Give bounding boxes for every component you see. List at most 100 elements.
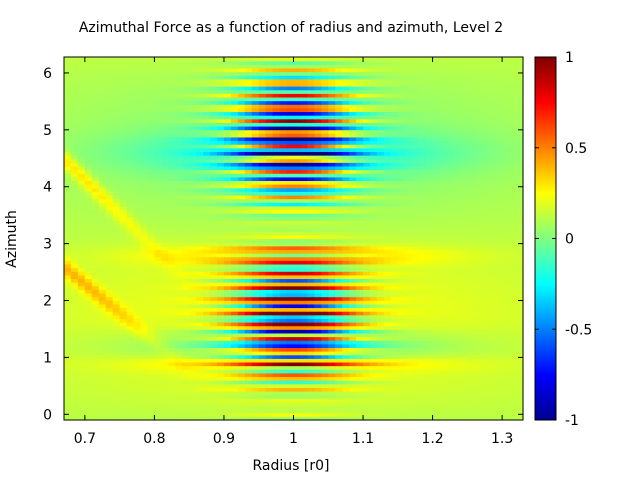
heatmap-cell (182, 216, 190, 221)
heatmap-cell (321, 245, 329, 250)
heatmap-cell (293, 311, 302, 316)
heatmap-cell (203, 231, 211, 236)
heatmap-cell (182, 394, 190, 399)
heatmap-cell (425, 329, 434, 334)
heatmap-cell (404, 278, 413, 283)
heatmap-cell (300, 144, 308, 149)
heatmap-cell (349, 267, 357, 272)
heatmap-cell (404, 260, 413, 265)
heatmap-cell (376, 314, 385, 319)
heatmap-cell (112, 321, 121, 327)
heatmap-cell (91, 205, 100, 211)
heatmap-cell (64, 263, 72, 269)
heatmap-cell (175, 147, 183, 152)
heatmap-cell (154, 343, 162, 348)
heatmap-cell (474, 194, 482, 200)
heatmap-cell (147, 365, 155, 370)
heatmap-cell (182, 191, 190, 196)
heatmap-cell (404, 285, 413, 290)
heatmap-cell (119, 376, 128, 381)
heatmap-cell (98, 234, 107, 240)
heatmap-cell (70, 209, 79, 214)
heatmap-cell (307, 263, 315, 269)
heatmap-cell (279, 314, 288, 319)
heatmap-cell (105, 314, 114, 319)
heatmap-cell (175, 223, 183, 229)
heatmap-cell (404, 187, 413, 192)
heatmap-cell (425, 300, 434, 305)
heatmap-cell (383, 158, 392, 163)
heatmap-cell (217, 311, 225, 316)
heatmap-cell (356, 390, 364, 396)
heatmap-cell (237, 147, 246, 152)
heatmap-cell (363, 151, 371, 156)
heatmap-cell (370, 289, 378, 294)
heatmap-cell (203, 223, 211, 229)
heatmap-cell (495, 398, 503, 403)
heatmap-cell (300, 336, 308, 341)
heatmap-cell (432, 329, 441, 334)
heatmap-cell (307, 347, 315, 352)
heatmap-cell (390, 358, 399, 363)
heatmap-cell (133, 303, 142, 309)
heatmap-cell (196, 347, 204, 352)
heatmap-cell (77, 394, 86, 399)
heatmap-cell (119, 263, 128, 269)
heatmap-cell (356, 263, 364, 269)
heatmap-cell (356, 416, 364, 421)
heatmap-cell (70, 205, 79, 211)
heatmap-cell (70, 387, 79, 392)
heatmap-cell (516, 343, 524, 348)
heatmap-cell (314, 260, 322, 265)
heatmap-cell (251, 289, 260, 294)
heatmap-cell (258, 321, 267, 327)
heatmap-cell (328, 245, 336, 250)
heatmap-cell (279, 216, 288, 221)
heatmap-cell (140, 365, 149, 370)
heatmap-cell (314, 394, 322, 399)
heatmap-cell (237, 347, 246, 352)
heatmap-cell (460, 332, 468, 338)
heatmap-cell (516, 216, 524, 221)
heatmap-cell (133, 325, 142, 330)
heatmap-cell (370, 147, 378, 152)
heatmap-cell (376, 278, 385, 283)
heatmap-cell (154, 412, 162, 417)
heatmap-cell (265, 234, 274, 240)
heatmap-cell (154, 220, 162, 225)
heatmap-cell (383, 162, 392, 167)
heatmap-cell (307, 361, 315, 367)
heatmap-cell (91, 155, 100, 160)
heatmap-cell (286, 383, 295, 388)
heatmap-cell (217, 162, 225, 167)
heatmap-cell (321, 234, 329, 240)
heatmap-cell (91, 238, 100, 243)
heatmap-cell (425, 390, 434, 396)
heatmap-cell (516, 329, 524, 334)
heatmap-cell (432, 394, 441, 399)
heatmap-cell (230, 387, 239, 392)
heatmap-cell (383, 361, 392, 367)
heatmap-cell (265, 263, 274, 269)
heatmap-cell (425, 285, 434, 290)
heatmap-cell (293, 390, 302, 396)
heatmap-cell (105, 307, 114, 312)
heatmap-cell (397, 209, 406, 214)
heatmap-cell (105, 271, 114, 276)
heatmap-cell (404, 191, 413, 196)
heatmap-cell (189, 260, 197, 265)
heatmap-cell (376, 144, 385, 149)
heatmap-cell (363, 332, 371, 338)
heatmap-cell (425, 354, 434, 359)
heatmap-cell (84, 209, 93, 214)
heatmap-cell (223, 278, 232, 283)
heatmap-cell (488, 289, 496, 294)
heatmap-cell (335, 372, 343, 378)
heatmap-cell (98, 390, 107, 396)
heatmap-cell (411, 347, 420, 352)
heatmap-cell (105, 198, 114, 203)
heatmap-cell (140, 285, 149, 290)
heatmap-cell (210, 329, 218, 334)
heatmap-cell (321, 343, 329, 348)
heatmap-cell (314, 169, 322, 174)
